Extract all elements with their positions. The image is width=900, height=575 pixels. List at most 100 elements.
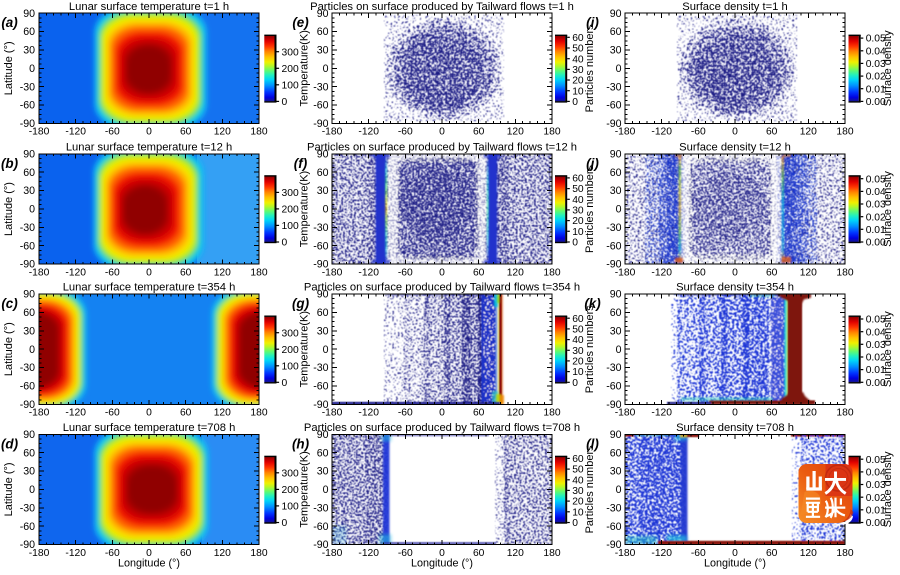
svg-text:Lunar surface temperature t=35: Lunar surface temperature t=354 h — [63, 282, 236, 294]
svg-text:180: 180 — [836, 408, 853, 419]
svg-text:-30: -30 — [313, 81, 328, 93]
svg-text:0: 0 — [572, 378, 578, 389]
svg-text:0: 0 — [616, 204, 622, 216]
svg-text:-60: -60 — [313, 381, 328, 393]
svg-text:-90: -90 — [20, 539, 35, 551]
svg-text:0: 0 — [323, 344, 329, 356]
svg-text:(c): (c) — [1, 296, 18, 311]
svg-text:0.04: 0.04 — [866, 327, 886, 338]
svg-text:-60: -60 — [398, 127, 413, 138]
svg-text:300: 300 — [282, 188, 299, 199]
svg-text:0: 0 — [439, 267, 445, 278]
svg-text:30: 30 — [610, 45, 622, 57]
svg-text:60: 60 — [766, 127, 778, 138]
svg-text:60: 60 — [473, 127, 485, 138]
svg-text:0.01: 0.01 — [866, 505, 886, 516]
svg-text:0: 0 — [572, 97, 578, 108]
svg-text:30: 30 — [317, 45, 329, 57]
svg-text:60: 60 — [766, 548, 778, 559]
svg-text:30: 30 — [610, 466, 622, 478]
svg-text:-90: -90 — [606, 259, 621, 271]
svg-text:-180: -180 — [322, 267, 343, 278]
svg-text:90: 90 — [317, 289, 329, 301]
svg-text:60: 60 — [473, 408, 485, 419]
svg-text:0.05: 0.05 — [866, 315, 886, 326]
svg-text:-30: -30 — [20, 362, 35, 374]
svg-text:0.03: 0.03 — [866, 340, 886, 351]
svg-text:0: 0 — [29, 344, 35, 356]
svg-text:300: 300 — [282, 328, 299, 339]
svg-text:(b): (b) — [1, 156, 19, 171]
svg-text:0.02: 0.02 — [866, 493, 886, 504]
svg-text:-60: -60 — [20, 381, 35, 393]
svg-text:0.05: 0.05 — [866, 174, 886, 185]
svg-text:120: 120 — [507, 548, 524, 559]
svg-text:0.05: 0.05 — [866, 34, 886, 45]
svg-text:Surface density: Surface density — [882, 311, 894, 387]
svg-text:120: 120 — [800, 267, 817, 278]
svg-text:60: 60 — [317, 26, 329, 38]
svg-text:0.02: 0.02 — [866, 72, 886, 83]
svg-text:40: 40 — [572, 335, 584, 346]
svg-text:-120: -120 — [358, 408, 379, 419]
svg-text:Latitude (°): Latitude (°) — [3, 41, 15, 95]
svg-text:90: 90 — [317, 429, 329, 441]
svg-text:-120: -120 — [651, 408, 672, 419]
svg-text:-180: -180 — [29, 267, 50, 278]
svg-text:60: 60 — [572, 33, 584, 44]
svg-text:-30: -30 — [313, 502, 328, 514]
svg-text:Particles numbers: Particles numbers — [584, 164, 596, 253]
svg-text:Particles numbers: Particles numbers — [584, 24, 596, 113]
svg-text:30: 30 — [23, 185, 35, 197]
svg-text:-60: -60 — [20, 240, 35, 252]
svg-text:-60: -60 — [691, 267, 706, 278]
svg-text:Longitude (°): Longitude (°) — [411, 558, 473, 570]
svg-text:0: 0 — [282, 238, 288, 249]
svg-text:0: 0 — [732, 408, 738, 419]
svg-text:Lunar surface temperature t=1: Lunar surface temperature t=1 h — [69, 1, 229, 13]
svg-text:-60: -60 — [606, 240, 621, 252]
svg-text:-120: -120 — [651, 267, 672, 278]
svg-text:Longitude (°): Longitude (°) — [118, 558, 180, 570]
svg-text:180: 180 — [543, 127, 560, 138]
svg-text:-90: -90 — [313, 539, 328, 551]
svg-text:Particles on surface produced: Particles on surface produced by Tailwar… — [304, 422, 580, 434]
svg-text:-90: -90 — [20, 399, 35, 411]
svg-text:120: 120 — [800, 408, 817, 419]
svg-text:120: 120 — [800, 548, 817, 559]
svg-text:Particles numbers: Particles numbers — [584, 445, 596, 534]
svg-text:90: 90 — [610, 429, 622, 441]
svg-text:60: 60 — [473, 267, 485, 278]
svg-text:Lunar surface temperature t=12: Lunar surface temperature t=12 h — [66, 141, 232, 153]
svg-text:0.00: 0.00 — [866, 518, 886, 529]
svg-text:Temperature(K): Temperature(K) — [299, 171, 311, 247]
svg-text:120: 120 — [800, 127, 817, 138]
svg-text:0: 0 — [439, 127, 445, 138]
svg-text:200: 200 — [282, 64, 299, 75]
svg-text:-30: -30 — [20, 81, 35, 93]
svg-text:0: 0 — [732, 548, 738, 559]
svg-text:60: 60 — [317, 307, 329, 319]
svg-text:20: 20 — [572, 357, 584, 368]
svg-text:0.03: 0.03 — [866, 200, 886, 211]
svg-text:-180: -180 — [322, 548, 343, 559]
svg-text:Surface density: Surface density — [882, 171, 894, 247]
svg-text:30: 30 — [317, 326, 329, 338]
svg-text:0: 0 — [616, 63, 622, 75]
svg-text:Particles on surface produced: Particles on surface produced by Tailwar… — [304, 282, 580, 294]
svg-text:Latitude (°): Latitude (°) — [3, 322, 15, 376]
svg-text:(a): (a) — [1, 15, 18, 30]
svg-text:-60: -60 — [20, 100, 35, 112]
svg-text:0.02: 0.02 — [866, 353, 886, 364]
svg-text:-30: -30 — [313, 362, 328, 374]
svg-text:-90: -90 — [313, 399, 328, 411]
svg-text:0.00: 0.00 — [866, 378, 886, 389]
svg-text:-60: -60 — [313, 521, 328, 533]
svg-text:60: 60 — [572, 174, 584, 185]
svg-text:-30: -30 — [606, 362, 621, 374]
svg-text:Surface density t=1 h: Surface density t=1 h — [682, 1, 787, 13]
svg-text:-30: -30 — [313, 222, 328, 234]
svg-text:-180: -180 — [615, 408, 636, 419]
svg-text:40: 40 — [572, 195, 584, 206]
svg-text:180: 180 — [250, 408, 267, 419]
